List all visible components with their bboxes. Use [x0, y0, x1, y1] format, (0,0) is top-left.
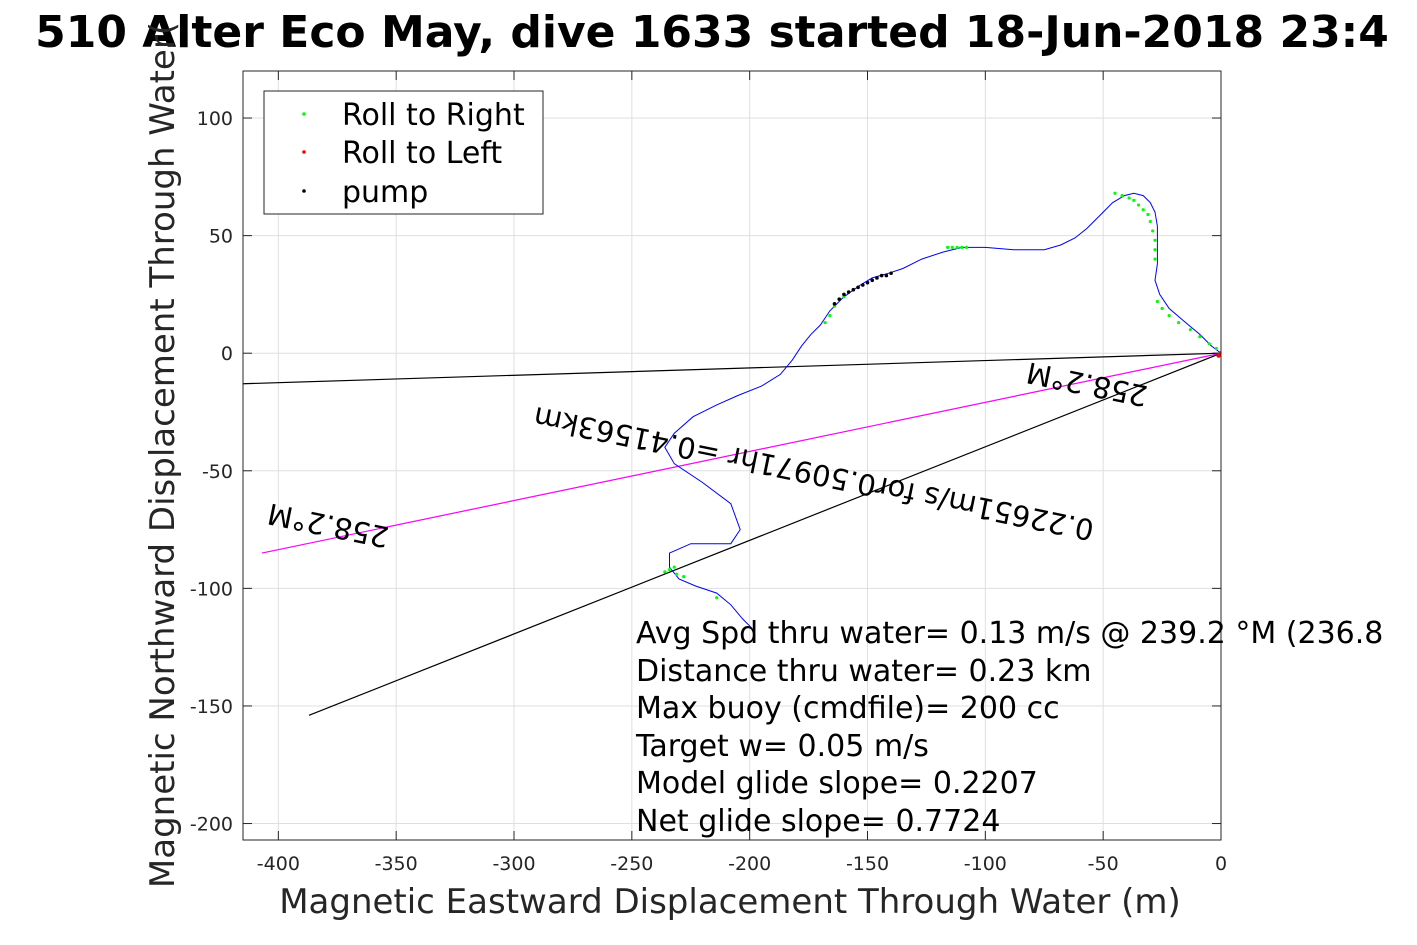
y-axis-label: Magnetic Northward Displacement Through … — [143, 22, 183, 888]
rotated-label: 258.2°M — [1024, 355, 1151, 413]
pump-point — [870, 278, 875, 283]
x-axis-label: Magnetic Eastward Displacement Through W… — [279, 882, 1181, 922]
x-tick-label: -200 — [728, 853, 771, 875]
roll-right-point — [1153, 257, 1157, 261]
y-tick-label: -100 — [190, 578, 233, 600]
x-tick-label: -50 — [1088, 853, 1119, 875]
pump-point — [865, 280, 870, 285]
pump-point — [879, 273, 884, 278]
current-line — [261, 352, 1221, 554]
y-tick-label: -50 — [202, 461, 233, 483]
roll-right-point — [1148, 219, 1152, 224]
roll-right-point — [675, 572, 679, 576]
roll-right-point — [960, 245, 964, 249]
legend-label-roll-right: Roll to Right — [342, 98, 525, 133]
roll-right-point — [1160, 306, 1164, 311]
x-tick-label: -300 — [492, 853, 535, 875]
dive-summary: Avg Spd thru water= 0.13 m/s @ 239.2 °M … — [635, 616, 1383, 839]
x-tick-label: -150 — [846, 853, 889, 875]
gps-line — [308, 352, 1221, 716]
pump-point — [837, 297, 842, 301]
grid — [243, 71, 1222, 840]
roll-right-point — [1198, 335, 1202, 339]
rotated-label: 0.22651m/s for0.50971hr =0.41563km — [531, 400, 1097, 547]
heading-line — [243, 352, 1221, 385]
roll-right-point — [1207, 342, 1211, 346]
roll-right-point — [1176, 321, 1181, 325]
y-tick-label: 50 — [209, 226, 233, 248]
y-tick-label: 0 — [221, 343, 233, 365]
track-line — [664, 192, 1221, 629]
roll-right-point — [682, 575, 686, 579]
summary-avg-speed: Avg Spd thru water= 0.13 m/s @ 239.2 °M … — [636, 616, 1383, 651]
summary-net-glide-slope: Net glide slope= 0.7724 — [636, 804, 1000, 839]
y-tick-label: -200 — [190, 814, 233, 836]
pump-point — [842, 292, 846, 297]
x-tick-label: -250 — [610, 853, 653, 875]
summary-distance: Distance thru water= 0.23 km — [636, 654, 1091, 689]
roll-left-point — [1216, 353, 1221, 358]
roll-right-point — [663, 570, 667, 574]
roll-right-point — [1146, 212, 1150, 217]
roll-right-point — [1153, 238, 1157, 242]
summary-target-w: Target w= 0.05 m/s — [635, 729, 929, 764]
x-tick-label: 0 — [1215, 853, 1227, 875]
roll-right-point — [964, 245, 969, 249]
roll-right-point — [828, 313, 832, 318]
roll-right-point — [946, 245, 950, 249]
pump-point — [884, 273, 889, 278]
roll-right-point — [715, 596, 719, 600]
pump-point — [832, 302, 837, 306]
pump-point — [875, 276, 879, 280]
legend-marker-pump — [302, 189, 306, 193]
roll-right-point — [823, 321, 827, 325]
reference-lines — [243, 352, 1221, 716]
y-tick-label: 100 — [197, 108, 233, 130]
legend-marker-roll-left — [302, 150, 306, 154]
legend: Roll to Right Roll to Left pump — [263, 90, 544, 215]
roll-right-point — [955, 245, 959, 249]
dive-track — [664, 192, 1221, 629]
summary-max-buoy: Max buoy (cmdfile)= 200 cc — [636, 691, 1060, 726]
roll-right-point — [1141, 208, 1145, 212]
roll-right-point — [1151, 229, 1155, 233]
pump-point — [851, 287, 856, 292]
rotated-label: 258.2°M — [265, 496, 392, 554]
pump-point — [860, 283, 865, 287]
legend-label-roll-left: Roll to Left — [342, 136, 502, 171]
roll-right-point — [1188, 328, 1192, 332]
roll-right-point — [1127, 196, 1131, 200]
legend-marker-roll-right — [302, 112, 306, 116]
roll-right-point — [1120, 194, 1124, 198]
roll-right-point — [672, 565, 676, 569]
axis-ticks: -400 -350 -300 -250 -200 -150 -100 -50 0 -200 -150… — [190, 71, 1227, 875]
roll-right-point — [1136, 203, 1141, 207]
chart-title: 510 Alter Eco May, dive 1633 started 18-… — [35, 7, 1389, 58]
legend-box — [263, 90, 544, 215]
roll-right-point — [950, 245, 954, 249]
roll-right-point — [667, 567, 672, 572]
roll-right-point — [1167, 313, 1171, 318]
pump-point — [856, 285, 860, 290]
roll-right-point — [1113, 191, 1117, 195]
roll-right-point — [1132, 198, 1136, 202]
data-points — [663, 191, 1221, 600]
x-tick-label: -400 — [257, 853, 300, 875]
x-tick-label: -100 — [964, 853, 1007, 875]
x-tick-label: -350 — [375, 853, 418, 875]
pump-point — [846, 290, 851, 294]
plot-frame — [242, 70, 1222, 841]
summary-model-glide-slope: Model glide slope= 0.2207 — [636, 766, 1038, 801]
pump-point — [889, 271, 893, 276]
legend-label-pump: pump — [342, 175, 428, 210]
roll-right-point — [1153, 248, 1157, 252]
y-tick-label: -150 — [190, 696, 233, 718]
roll-right-point — [1155, 299, 1159, 304]
roll-right-point — [1214, 346, 1218, 351]
